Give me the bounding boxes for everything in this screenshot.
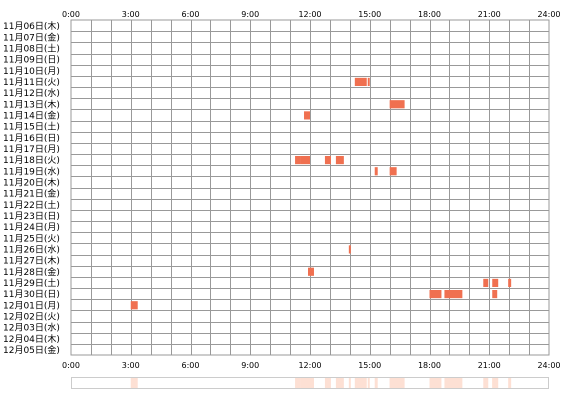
x-tick-label-bottom: 21:00 bbox=[478, 361, 501, 370]
row-label: 11月06日(木) bbox=[3, 20, 60, 32]
event-bar bbox=[492, 290, 498, 299]
event-bar bbox=[429, 290, 442, 299]
row-label: 11月11日(火) bbox=[3, 77, 60, 88]
event-bar bbox=[335, 156, 344, 165]
event-bar bbox=[492, 278, 499, 287]
x-tick-label-top: 21:00 bbox=[478, 10, 501, 19]
row-label: 11月30日(日) bbox=[3, 289, 60, 300]
event-bar bbox=[374, 167, 378, 176]
row-label: 11月07日(金) bbox=[3, 31, 60, 43]
summary-mark bbox=[389, 378, 397, 388]
row-label: 11月14日(金) bbox=[3, 109, 60, 121]
summary-mark bbox=[483, 378, 489, 388]
row-label: 11月22日(土) bbox=[3, 199, 60, 211]
summary-mark bbox=[348, 378, 351, 388]
event-bar bbox=[508, 278, 512, 287]
summary-mark bbox=[335, 378, 344, 388]
x-tick-label-bottom: 24:00 bbox=[537, 361, 560, 370]
x-tick-label-bottom: 0:00 bbox=[62, 361, 80, 370]
grid-layer bbox=[70, 19, 550, 356]
x-tick-label-bottom: 9:00 bbox=[241, 361, 259, 370]
row-label: 12月03日(水) bbox=[3, 322, 60, 334]
x-tick-label-top: 12:00 bbox=[298, 10, 321, 19]
row-label: 11月23日(日) bbox=[3, 211, 60, 222]
x-tick-label-bottom: 3:00 bbox=[122, 361, 140, 370]
row-label: 11月19日(水) bbox=[3, 165, 60, 177]
event-bar bbox=[324, 156, 331, 165]
row-label: 11月21日(金) bbox=[3, 188, 60, 200]
event-bar bbox=[300, 156, 310, 165]
bars-layer bbox=[130, 77, 512, 310]
row-label: 11月20日(木) bbox=[3, 176, 60, 188]
event-bar bbox=[348, 245, 351, 254]
event-bar bbox=[304, 111, 310, 120]
summary-mark bbox=[389, 378, 405, 388]
summary-mark bbox=[130, 378, 138, 388]
event-bar bbox=[354, 77, 367, 86]
summary-mark bbox=[308, 378, 314, 388]
row-label: 11月29日(土) bbox=[3, 277, 60, 289]
row-label: 12月04日(木) bbox=[3, 333, 60, 345]
row-label: 12月02日(火) bbox=[3, 311, 60, 322]
event-bar bbox=[130, 301, 138, 310]
row-label: 11月25日(火) bbox=[3, 233, 60, 244]
x-tick-label-top: 0:00 bbox=[62, 10, 80, 19]
x-tick-label-bottom: 18:00 bbox=[418, 361, 441, 370]
row-label: 11月16日(日) bbox=[3, 133, 60, 144]
row-label: 11月09日(日) bbox=[3, 55, 60, 66]
row-label: 11月18日(火) bbox=[3, 155, 60, 166]
labels-layer: 11月06日(木)11月07日(金)11月08日(土)11月09日(日)11月1… bbox=[3, 10, 561, 370]
row-label: 11月17日(月) bbox=[3, 144, 60, 155]
x-tick-label-top: 24:00 bbox=[537, 10, 560, 19]
summary-mark bbox=[300, 378, 310, 388]
summary-strip bbox=[71, 377, 549, 389]
event-bar bbox=[444, 290, 463, 299]
row-label: 11月12日(水) bbox=[3, 87, 60, 99]
x-tick-label-top: 18:00 bbox=[418, 10, 441, 19]
summary-mark bbox=[429, 378, 442, 388]
summary-mark bbox=[295, 378, 301, 388]
summary-mark bbox=[354, 378, 367, 388]
summary-mark bbox=[374, 378, 378, 388]
row-label: 11月27日(木) bbox=[3, 255, 60, 267]
event-bar bbox=[367, 77, 370, 86]
summary-mark bbox=[324, 378, 331, 388]
x-tick-label-top: 3:00 bbox=[122, 10, 140, 19]
summary-mark bbox=[367, 378, 370, 388]
row-label: 11月13日(木) bbox=[3, 98, 60, 110]
row-label: 11月08日(土) bbox=[3, 42, 60, 54]
x-tick-label-bottom: 15:00 bbox=[358, 361, 381, 370]
event-bar bbox=[295, 156, 301, 165]
x-tick-label-bottom: 12:00 bbox=[298, 361, 321, 370]
event-bar bbox=[389, 167, 397, 176]
row-label: 11月28日(金) bbox=[3, 266, 60, 278]
row-label: 11月10日(月) bbox=[3, 66, 60, 77]
event-bar bbox=[389, 100, 405, 109]
summary-mark bbox=[508, 378, 512, 388]
summary-mark bbox=[492, 378, 498, 388]
event-bar bbox=[308, 267, 314, 276]
row-label: 11月24日(月) bbox=[3, 222, 60, 233]
x-tick-label-top: 6:00 bbox=[182, 10, 200, 19]
summary-mark bbox=[444, 378, 463, 388]
x-tick-label-top: 15:00 bbox=[358, 10, 381, 19]
row-label: 12月01日(月) bbox=[3, 300, 60, 311]
row-label: 11月26日(水) bbox=[3, 243, 60, 255]
x-tick-label-bottom: 6:00 bbox=[182, 361, 200, 370]
row-label: 12月05日(金) bbox=[3, 344, 60, 356]
x-tick-label-top: 9:00 bbox=[241, 10, 259, 19]
event-bar bbox=[483, 278, 489, 287]
row-label: 11月15日(土) bbox=[3, 121, 60, 133]
